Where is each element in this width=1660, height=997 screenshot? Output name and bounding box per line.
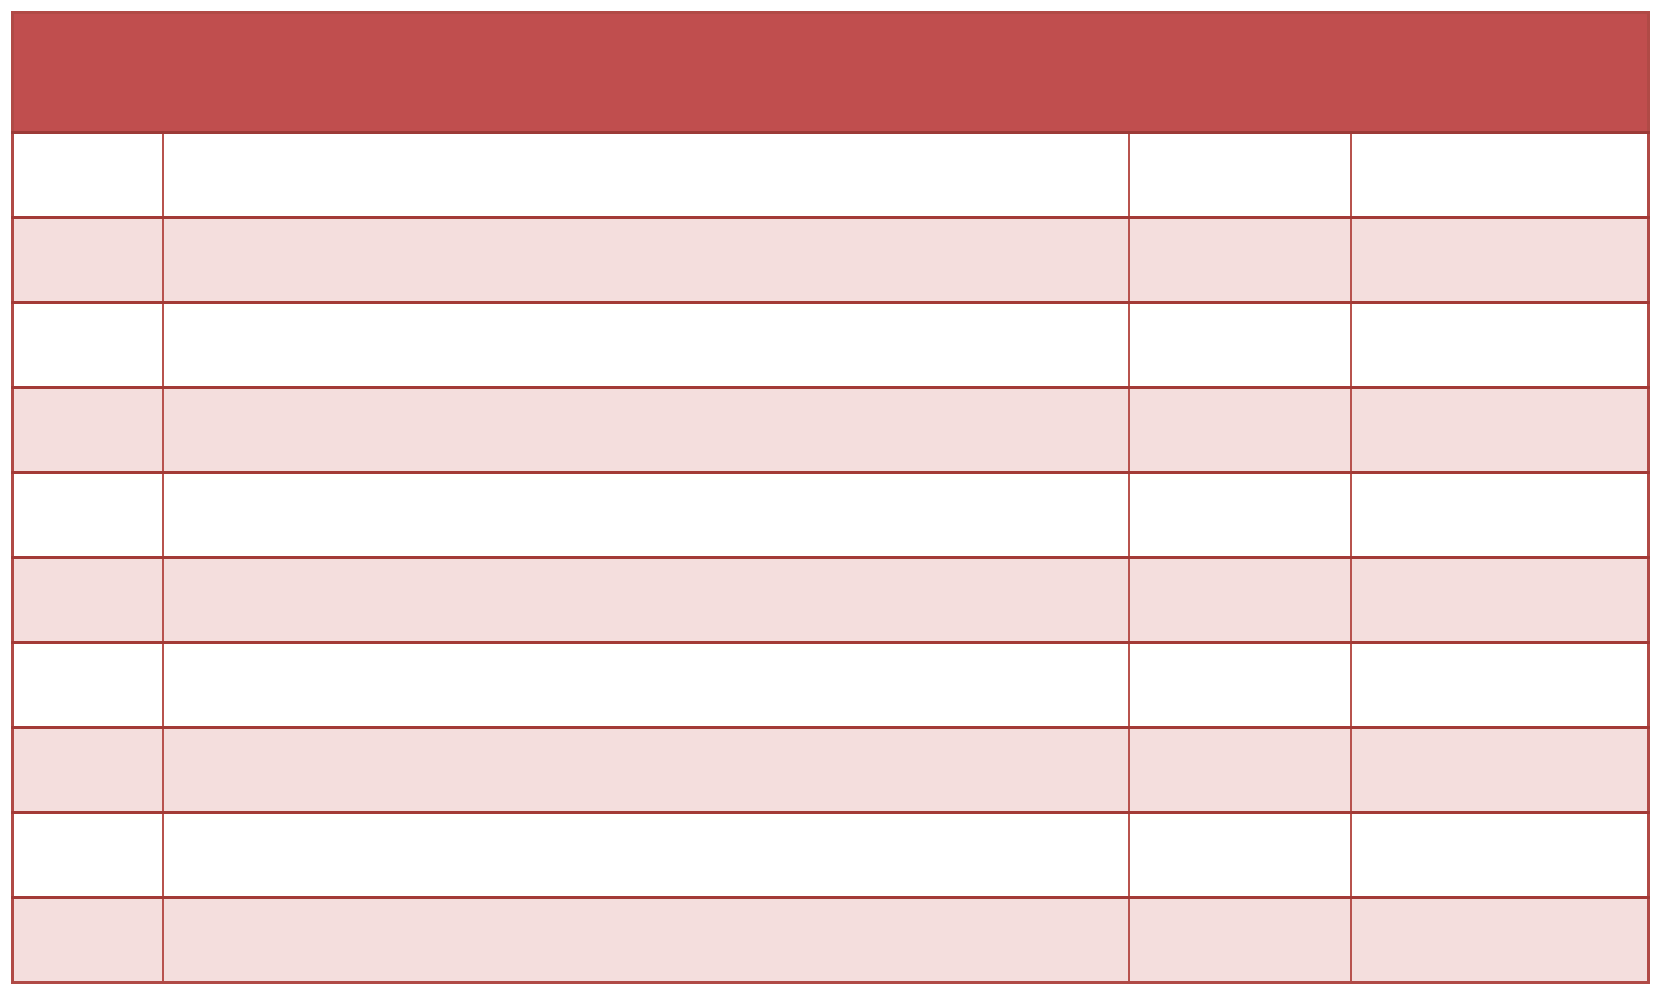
cell-r9-c1[interactable] [12,812,164,899]
cell-r6-c1[interactable] [12,557,164,644]
cell-r1-c4[interactable] [1350,132,1649,219]
cell-r2-c4[interactable] [1350,217,1649,304]
table-row[interactable] [12,302,1649,389]
cell-r10-c3[interactable] [1128,897,1352,983]
table-row[interactable] [12,217,1649,304]
table-row[interactable] [12,897,1649,983]
table-row[interactable] [12,557,1649,644]
cell-r7-c4[interactable] [1350,642,1649,729]
cell-r3-c2[interactable] [162,302,1130,389]
cell-r9-c4[interactable] [1350,812,1649,899]
empty-data-table [11,11,1650,984]
cell-r5-c4[interactable] [1350,472,1649,559]
table-body [12,132,1649,983]
table-header-row [12,12,1649,134]
cell-r1-c3[interactable] [1128,132,1352,219]
header-cell-col2[interactable] [162,12,1129,134]
cell-r5-c2[interactable] [162,472,1130,559]
table-row[interactable] [12,642,1649,729]
cell-r7-c1[interactable] [12,642,164,729]
cell-r4-c4[interactable] [1350,387,1649,474]
cell-r4-c1[interactable] [12,387,164,474]
table-container [11,11,1650,984]
header-cell-col1[interactable] [12,12,163,134]
cell-r4-c3[interactable] [1128,387,1352,474]
cell-r1-c2[interactable] [162,132,1130,219]
cell-r9-c2[interactable] [162,812,1130,899]
cell-r8-c2[interactable] [162,727,1130,814]
header-cell-col3[interactable] [1128,12,1351,134]
table-row[interactable] [12,387,1649,474]
cell-r10-c4[interactable] [1350,897,1649,983]
cell-r2-c2[interactable] [162,217,1130,304]
cell-r10-c2[interactable] [162,897,1130,983]
cell-r6-c3[interactable] [1128,557,1352,644]
cell-r8-c1[interactable] [12,727,164,814]
cell-r7-c2[interactable] [162,642,1130,729]
cell-r9-c3[interactable] [1128,812,1352,899]
table-header [12,12,1649,134]
cell-r10-c1[interactable] [12,897,164,983]
cell-r7-c3[interactable] [1128,642,1352,729]
cell-r6-c2[interactable] [162,557,1130,644]
cell-r3-c1[interactable] [12,302,164,389]
cell-r2-c1[interactable] [12,217,164,304]
cell-r8-c3[interactable] [1128,727,1352,814]
table-row[interactable] [12,472,1649,559]
table-row[interactable] [12,812,1649,899]
cell-r1-c1[interactable] [12,132,164,219]
cell-r3-c4[interactable] [1350,302,1649,389]
cell-r5-c3[interactable] [1128,472,1352,559]
table-row[interactable] [12,132,1649,219]
table-row[interactable] [12,727,1649,814]
cell-r3-c3[interactable] [1128,302,1352,389]
cell-r2-c3[interactable] [1128,217,1352,304]
cell-r5-c1[interactable] [12,472,164,559]
cell-r8-c4[interactable] [1350,727,1649,814]
header-cell-col4[interactable] [1350,12,1649,134]
cell-r4-c2[interactable] [162,387,1130,474]
cell-r6-c4[interactable] [1350,557,1649,644]
